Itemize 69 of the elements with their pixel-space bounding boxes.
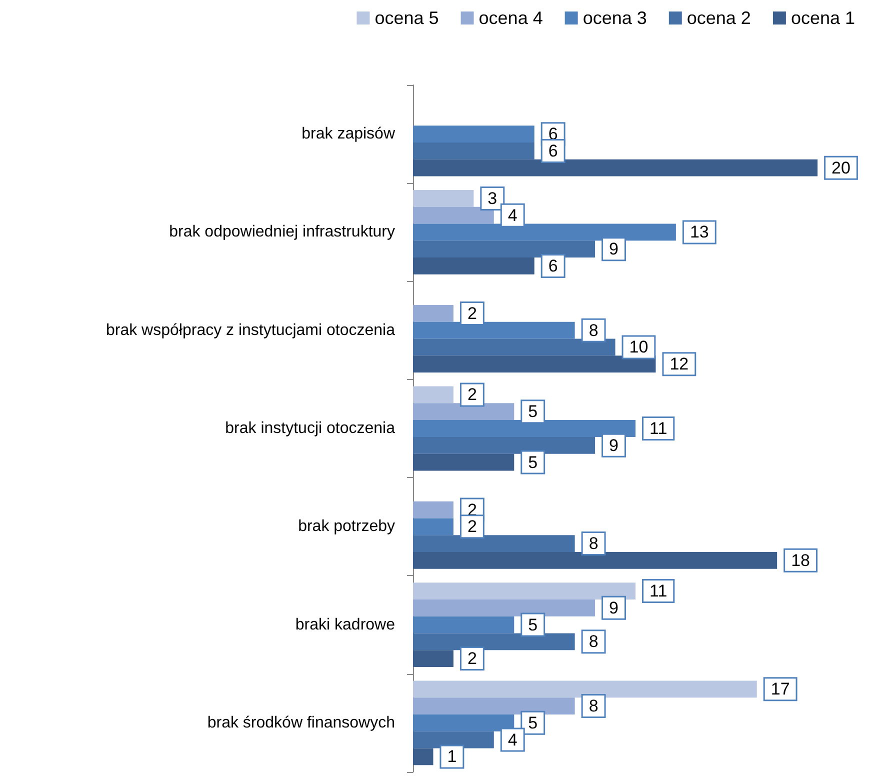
bar (413, 159, 818, 176)
legend-label: ocena 1 (790, 8, 856, 28)
data-label: 6 (548, 256, 558, 276)
legend-label: ocena 3 (582, 8, 647, 28)
data-label: 2 (467, 385, 477, 404)
y-tick-label: brak zapisów (302, 126, 396, 143)
bar (413, 582, 636, 600)
bar (413, 258, 534, 274)
data-label: 11 (650, 582, 668, 601)
data-label: 3 (488, 188, 498, 208)
legend-label: ocena 4 (478, 8, 543, 28)
bar (413, 552, 778, 569)
data-label: 6 (548, 141, 558, 160)
data-label: 9 (609, 240, 619, 259)
bar (413, 650, 454, 667)
bar (413, 680, 757, 698)
data-label: 2 (467, 517, 477, 536)
data-label: 5 (528, 452, 538, 472)
data-label: 11 (650, 419, 668, 438)
data-label: 2 (467, 304, 477, 323)
data-label: 9 (609, 436, 619, 455)
y-tick-label: brak potrzeby (298, 518, 395, 536)
data-label: 5 (528, 402, 538, 422)
y-tick-label: brak współpracy z instytucjami otoczenia (106, 322, 396, 339)
y-tick-label: brak instytucji otoczenia (225, 420, 396, 437)
bar (413, 501, 454, 518)
data-label: 12 (670, 354, 689, 374)
data-label: 6 (548, 124, 558, 144)
data-label: 8 (588, 320, 598, 340)
y-tick-label: braki kadrowe (295, 616, 396, 634)
data-label: 9 (609, 598, 619, 618)
bar (413, 240, 596, 258)
bar (413, 305, 454, 322)
data-label: 4 (508, 730, 518, 750)
bar (413, 698, 575, 714)
data-label: 18 (791, 550, 810, 570)
bar (413, 599, 596, 616)
bar (413, 386, 454, 404)
bar (413, 535, 575, 552)
bar (413, 190, 474, 207)
bar (413, 126, 534, 143)
data-label: 10 (629, 338, 648, 357)
data-label: 1 (447, 747, 457, 766)
legend-label: ocena 5 (374, 8, 439, 28)
y-tick-label: brak środków finansowych (207, 714, 395, 732)
bar (413, 454, 514, 471)
data-label: 5 (528, 713, 538, 732)
bar (413, 518, 454, 536)
y-tick-label: brak odpowiedniej infrastruktury (169, 224, 395, 241)
bar (413, 356, 656, 373)
data-label: 2 (467, 649, 477, 668)
data-label: 5 (528, 615, 538, 634)
data-label: 13 (690, 222, 709, 242)
data-label: 17 (770, 680, 790, 699)
bar (413, 633, 575, 650)
legend-label: ocena 2 (686, 8, 751, 28)
bar (413, 436, 596, 454)
data-label: 4 (508, 206, 518, 225)
bar (413, 338, 616, 356)
bar (413, 206, 494, 224)
bar (413, 731, 494, 748)
bar (413, 616, 514, 634)
data-label: 8 (588, 632, 598, 652)
data-label: 8 (588, 696, 598, 716)
bar (413, 142, 534, 160)
bar (413, 748, 434, 766)
data-label: 20 (832, 158, 850, 178)
bar (413, 403, 514, 420)
data-label: 8 (588, 534, 598, 554)
